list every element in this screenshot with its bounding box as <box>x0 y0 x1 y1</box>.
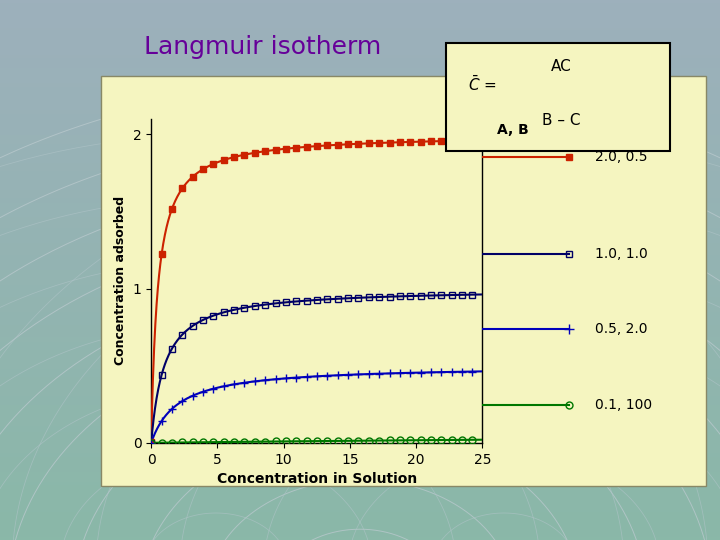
Text: B – C: B – C <box>542 113 581 129</box>
Text: Langmuir isotherm: Langmuir isotherm <box>144 35 382 59</box>
Text: 0.1, 100: 0.1, 100 <box>595 398 652 412</box>
Text: AC: AC <box>552 59 572 75</box>
Text: A, B: A, B <box>497 123 528 137</box>
Text: 2.0, 0.5: 2.0, 0.5 <box>595 150 647 164</box>
X-axis label: Concentration in Solution: Concentration in Solution <box>217 472 417 486</box>
Text: $\bar{C}$ =: $\bar{C}$ = <box>468 75 497 94</box>
Text: 1.0, 1.0: 1.0, 1.0 <box>595 247 647 261</box>
Text: 0.5, 2.0: 0.5, 2.0 <box>595 322 647 336</box>
Y-axis label: Concentration adsorbed: Concentration adsorbed <box>114 196 127 366</box>
